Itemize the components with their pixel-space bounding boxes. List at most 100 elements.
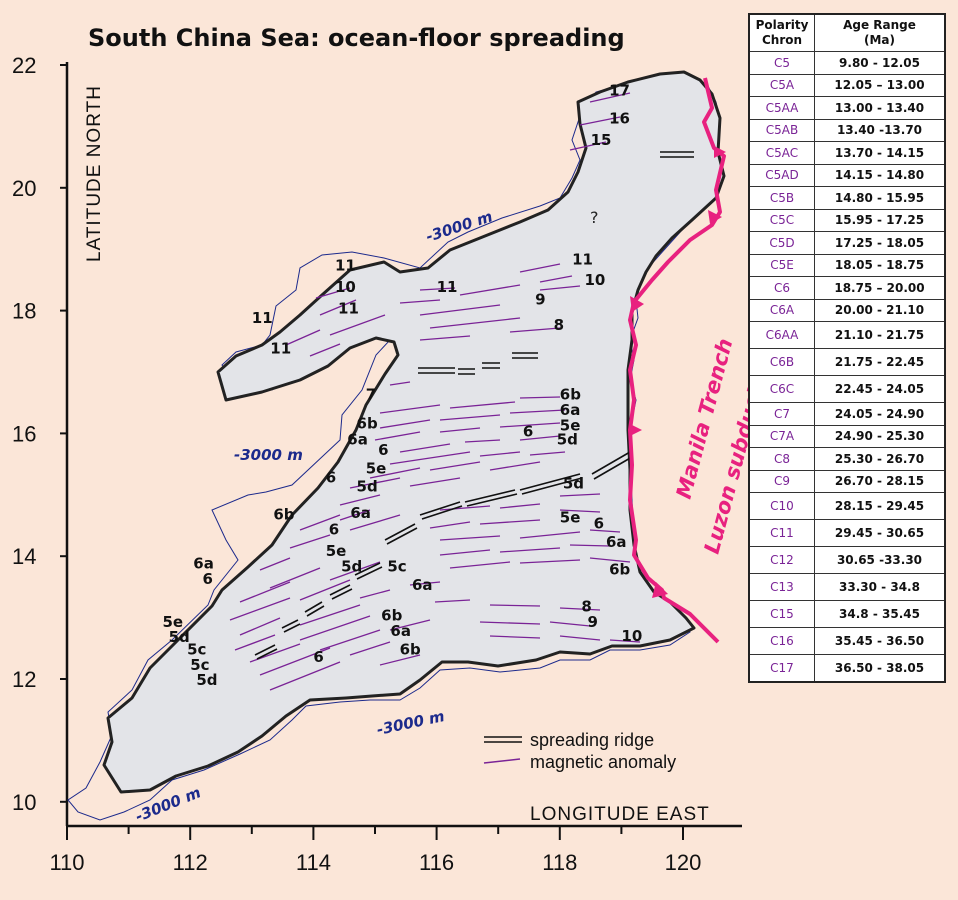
oceanic-basin xyxy=(102,70,726,794)
anomaly-label: 10 xyxy=(584,271,605,289)
anomaly-label: 5e xyxy=(560,416,581,434)
anomaly-label: 6b xyxy=(357,414,378,432)
x-tick-label: 112 xyxy=(173,850,208,875)
anomaly-label: 8 xyxy=(554,316,564,334)
table-row: C5C 15.95 - 17.25 xyxy=(748,208,946,232)
age-range-cell: 30.65 -33.30 xyxy=(814,546,946,574)
contour-label-west: -3000 m xyxy=(234,446,303,464)
table-row: C5B 14.80 - 15.95 xyxy=(748,186,946,210)
x-tick-label: 110 xyxy=(49,850,84,875)
age-range-cell: 21.10 - 21.75 xyxy=(814,321,946,349)
x-tick-label: 114 xyxy=(296,850,331,875)
age-range-cell: 13.00 - 13.40 xyxy=(814,96,946,120)
anomaly-label: 5e xyxy=(366,459,387,477)
anomaly-label: 16 xyxy=(609,109,630,127)
anomaly-label: 11 xyxy=(252,309,273,327)
x-tick-label: 120 xyxy=(665,850,702,875)
anomaly-label: 5e xyxy=(560,508,581,526)
chron-cell: C10 xyxy=(748,492,815,520)
anomaly-label: 5d xyxy=(557,430,578,448)
y-axis-ticks: 22 20 18 16 14 12 10 xyxy=(12,53,67,815)
table-row: C7 24.05 - 24.90 xyxy=(748,402,946,426)
age-range-cell: 29.45 - 30.65 xyxy=(814,519,946,547)
age-range-cell: 9.80 - 12.05 xyxy=(814,51,946,75)
y-tick-label: 18 xyxy=(12,299,36,324)
anomaly-label: 6 xyxy=(523,422,533,440)
anomaly-label: 5c xyxy=(187,640,206,658)
age-range-cell: 24.05 - 24.90 xyxy=(814,402,946,426)
unknown-age-marker: ? xyxy=(590,208,599,227)
table-header-age: Age Range (Ma) xyxy=(814,13,946,52)
anomaly-label: 5d xyxy=(563,475,584,493)
anomaly-label: 5d xyxy=(341,558,362,576)
age-range-cell: 18.05 - 18.75 xyxy=(814,253,946,277)
age-range-cell: 36.50 - 38.05 xyxy=(814,654,946,683)
age-range-cell: 25.30 - 26.70 xyxy=(814,447,946,471)
anomaly-label: 6a xyxy=(350,504,371,522)
legend-anomaly-label: magnetic anomaly xyxy=(530,752,676,772)
chron-cell: C5E xyxy=(748,253,815,277)
anomaly-label: 6 xyxy=(313,648,323,666)
age-range-cell: 35.45 - 36.50 xyxy=(814,627,946,655)
contour-label-south: -3000 m xyxy=(375,707,446,739)
chron-cell: C15 xyxy=(748,600,815,628)
chron-cell: C9 xyxy=(748,469,815,493)
age-range-cell: 18.75 – 20.00 xyxy=(814,276,946,300)
chron-cell: C6A xyxy=(748,298,815,322)
anomaly-label: 6a xyxy=(347,430,368,448)
age-range-cell: 14.80 - 15.95 xyxy=(814,186,946,210)
anomaly-label: 5c xyxy=(190,656,209,674)
table-row: C16 35.45 - 36.50 xyxy=(748,627,946,655)
anomaly-label: 6a xyxy=(412,576,433,594)
chron-cell: C13 xyxy=(748,573,815,601)
y-tick-label: 16 xyxy=(12,421,36,446)
chron-cell: C6C xyxy=(748,375,815,403)
anomaly-label: 11 xyxy=(270,340,291,358)
age-range-cell: 20.00 - 21.10 xyxy=(814,298,946,322)
age-range-cell: 15.95 - 17.25 xyxy=(814,208,946,232)
table-row: C6AA 21.10 - 21.75 xyxy=(748,321,946,349)
anomaly-label: 6 xyxy=(203,570,213,588)
anomaly-label: 8 xyxy=(581,597,591,615)
table-row: C6A 20.00 - 21.10 xyxy=(748,298,946,322)
chron-cell: C12 xyxy=(748,546,815,574)
table-row: C5AD 14.15 - 14.80 xyxy=(748,163,946,187)
anomaly-label: 6a xyxy=(193,554,214,572)
y-tick-label: 14 xyxy=(12,544,36,569)
table-row: C5E 18.05 - 18.75 xyxy=(748,253,946,277)
anomaly-label: 5e xyxy=(162,613,183,631)
table-row: C5D 17.25 - 18.05 xyxy=(748,231,946,255)
anomaly-label: 11 xyxy=(437,278,458,296)
age-range-cell: 14.15 - 14.80 xyxy=(814,163,946,187)
chron-cell: C11 xyxy=(748,519,815,547)
legend-anomaly-swatch xyxy=(483,758,521,764)
anomaly-label: 11 xyxy=(335,257,356,275)
anomaly-label: 6b xyxy=(381,607,402,625)
table-row: C5A 12.05 – 13.00 xyxy=(748,73,946,97)
chron-cell: C5C xyxy=(748,208,815,232)
manila-trench-line xyxy=(628,77,726,644)
age-range-cell: 33.30 - 34.8 xyxy=(814,573,946,601)
anomaly-label: 5d xyxy=(196,671,217,689)
y-axis-label: LATITUDE NORTH xyxy=(84,85,105,262)
anomaly-label: 6b xyxy=(609,561,630,579)
chron-cell: C17 xyxy=(748,654,815,683)
anomaly-label: 6a xyxy=(606,533,627,551)
table-row: C5AA 13.00 - 13.40 xyxy=(748,96,946,120)
chron-cell: C5B xyxy=(748,186,815,210)
y-tick-label: 10 xyxy=(12,790,36,815)
table-row: C9 26.70 - 28.15 xyxy=(748,469,946,493)
y-tick-label: 12 xyxy=(12,667,36,692)
anomaly-label: 6b xyxy=(560,386,581,404)
chron-cell: C7A xyxy=(748,424,815,448)
anomaly-label: 6b xyxy=(273,505,294,523)
table-row: C5AC 13.70 - 14.15 xyxy=(748,141,946,165)
chron-cell: C5AD xyxy=(748,163,815,187)
anomaly-label: 11 xyxy=(572,251,593,269)
table-header-chron: Polarity Chron xyxy=(748,13,815,52)
anomaly-label: 10 xyxy=(335,278,356,296)
map-legend: spreading ridge magnetic anomaly xyxy=(483,730,676,772)
anomaly-label: 9 xyxy=(535,290,545,308)
anomaly-label: 7 xyxy=(366,386,376,404)
